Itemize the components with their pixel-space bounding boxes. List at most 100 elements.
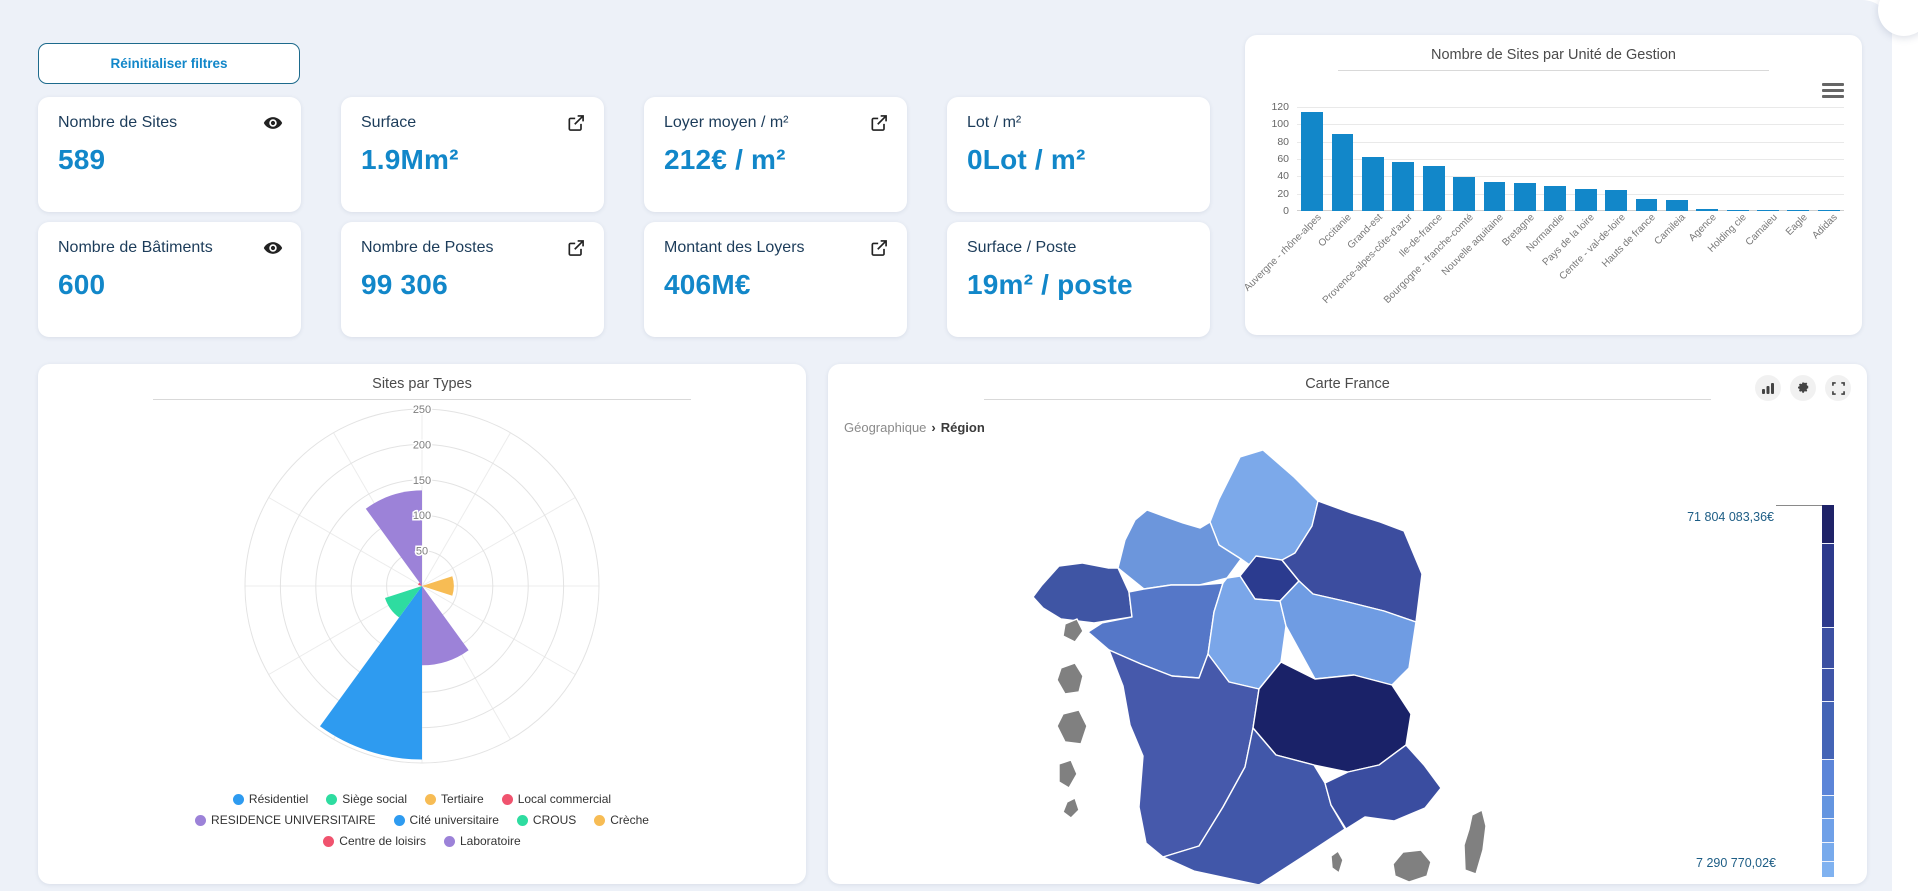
legend-item[interactable]: RESIDENCE UNIVERSITAIRE	[195, 813, 376, 827]
external-link-icon[interactable]	[869, 238, 889, 258]
bar[interactable]	[1392, 161, 1415, 211]
chart-menu-icon[interactable]	[1822, 83, 1844, 99]
gear-icon[interactable]	[1790, 375, 1816, 401]
kpi-title: Lot / m²	[967, 114, 1022, 131]
scale-segment	[1822, 627, 1834, 669]
polar-ring	[244, 408, 600, 764]
legend-item[interactable]: Crèche	[594, 813, 649, 827]
y-axis-tick: 80	[1277, 135, 1289, 148]
legend-label: Laboratoire	[459, 834, 521, 848]
scale-segment	[1822, 668, 1834, 702]
map-region-bourgogne-franche-comte[interactable]	[1279, 580, 1417, 686]
bar[interactable]	[1453, 177, 1476, 211]
rose-sector[interactable]	[365, 490, 422, 586]
bar[interactable]	[1362, 157, 1384, 211]
legend-item[interactable]: Centre de loisirs	[323, 834, 426, 848]
rose-sector[interactable]	[418, 582, 422, 586]
radial-tick-label: 200	[413, 439, 431, 451]
map-region-paca[interactable]	[1324, 744, 1442, 830]
map-territory[interactable]	[1058, 759, 1078, 789]
bar[interactable]	[1787, 209, 1810, 211]
legend-label: Crèche	[610, 813, 649, 827]
map-territory[interactable]	[1062, 797, 1080, 819]
polar-spoke	[421, 497, 576, 587]
bar[interactable]	[1726, 209, 1749, 211]
kpi-title: Loyer moyen / m²	[664, 114, 789, 131]
bar-slot: Camileia	[1653, 107, 1692, 247]
color-scale[interactable]	[1822, 505, 1834, 877]
bar[interactable]	[1513, 183, 1536, 211]
fullscreen-icon[interactable]	[1825, 375, 1851, 401]
legend-dot	[195, 814, 207, 826]
rose-sector[interactable]	[422, 576, 454, 596]
map-territory[interactable]	[1056, 662, 1084, 695]
bar[interactable]	[1483, 182, 1506, 211]
breadcrumb-geographique[interactable]: Géographique	[844, 420, 927, 435]
kpi-card: Surface 1.9Mm²	[341, 97, 604, 212]
title-divider	[983, 399, 1712, 400]
legend-item[interactable]: Local commercial	[501, 792, 611, 806]
breadcrumb-region[interactable]: Région	[940, 420, 985, 435]
bar[interactable]	[1574, 189, 1597, 211]
kpi-card: Lot / m² 0Lot / m²	[947, 97, 1210, 212]
bar[interactable]	[1331, 133, 1354, 211]
bar-slot: Grand-est	[1345, 107, 1388, 251]
legend-item[interactable]: Cité universitaire	[393, 813, 499, 827]
legend-label: Centre de loisirs	[339, 834, 426, 848]
bar[interactable]	[1544, 185, 1567, 211]
legend-item[interactable]: Laboratoire	[443, 834, 521, 848]
legend-dot	[326, 793, 338, 805]
eye-icon[interactable]	[263, 113, 283, 133]
legend-label: Résidentiel	[248, 792, 309, 806]
map-region-corse[interactable]	[1463, 809, 1487, 875]
external-link-icon[interactable]	[566, 113, 586, 133]
x-axis-label: Eagle	[1783, 212, 1810, 238]
map-region-occitanie[interactable]	[1162, 727, 1346, 884]
scale-segment	[1822, 842, 1834, 861]
title-divider	[1337, 70, 1770, 71]
rose-sector[interactable]	[422, 586, 469, 666]
gridline	[1297, 124, 1844, 126]
polar-spoke	[421, 432, 511, 587]
bar[interactable]	[1757, 209, 1779, 211]
bar[interactable]	[1817, 209, 1840, 211]
map-region-bretagne[interactable]	[1032, 562, 1133, 624]
bar[interactable]	[1301, 112, 1324, 211]
x-axis-label: Camileia	[1652, 212, 1689, 248]
legend-label: CROUS	[532, 813, 577, 827]
map-region-centre-val-de-loire[interactable]	[1207, 575, 1287, 690]
legend-item[interactable]: CROUS	[516, 813, 577, 827]
bar[interactable]	[1605, 190, 1627, 211]
bar-slot: Bourgogne - franche-comté	[1382, 107, 1479, 306]
map-territory[interactable]	[1392, 849, 1432, 883]
radial-tick-label: 150	[413, 475, 431, 487]
legend-item[interactable]: Siège social	[326, 792, 407, 806]
bar[interactable]	[1635, 198, 1658, 211]
reset-filters-button[interactable]: Réinitialiser filtres	[38, 43, 300, 84]
chart-type-icon[interactable]	[1755, 375, 1781, 401]
map-territory[interactable]	[1330, 850, 1344, 874]
scale-segment	[1822, 818, 1834, 843]
external-link-icon[interactable]	[869, 113, 889, 133]
rose-sector[interactable]	[320, 586, 422, 760]
scale-segment	[1822, 758, 1834, 795]
rose-sector[interactable]	[385, 586, 422, 618]
x-axis-label: Adidas	[1810, 212, 1841, 242]
kpi-value: 19m² / poste	[967, 269, 1133, 300]
bar-slot: Auvergne - rhône-alpes	[1242, 107, 1327, 294]
map-territory[interactable]	[1056, 709, 1088, 745]
bar-slot: Holding cie	[1706, 107, 1752, 255]
scale-segment	[1822, 860, 1834, 877]
bar[interactable]	[1696, 209, 1719, 211]
eye-icon[interactable]	[263, 238, 283, 258]
bar[interactable]	[1422, 165, 1445, 211]
external-link-icon[interactable]	[566, 238, 586, 258]
legend-dot	[393, 814, 405, 826]
legend-item[interactable]: Tertiaire	[425, 792, 484, 806]
bar-slot: Hauts de france	[1600, 107, 1661, 270]
legend-item[interactable]: Résidentiel	[232, 792, 309, 806]
y-axis-tick: 0	[1283, 205, 1289, 217]
map-territory[interactable]	[1062, 618, 1084, 643]
bar-slot: Camaieu	[1743, 107, 1783, 248]
bar[interactable]	[1665, 199, 1688, 211]
